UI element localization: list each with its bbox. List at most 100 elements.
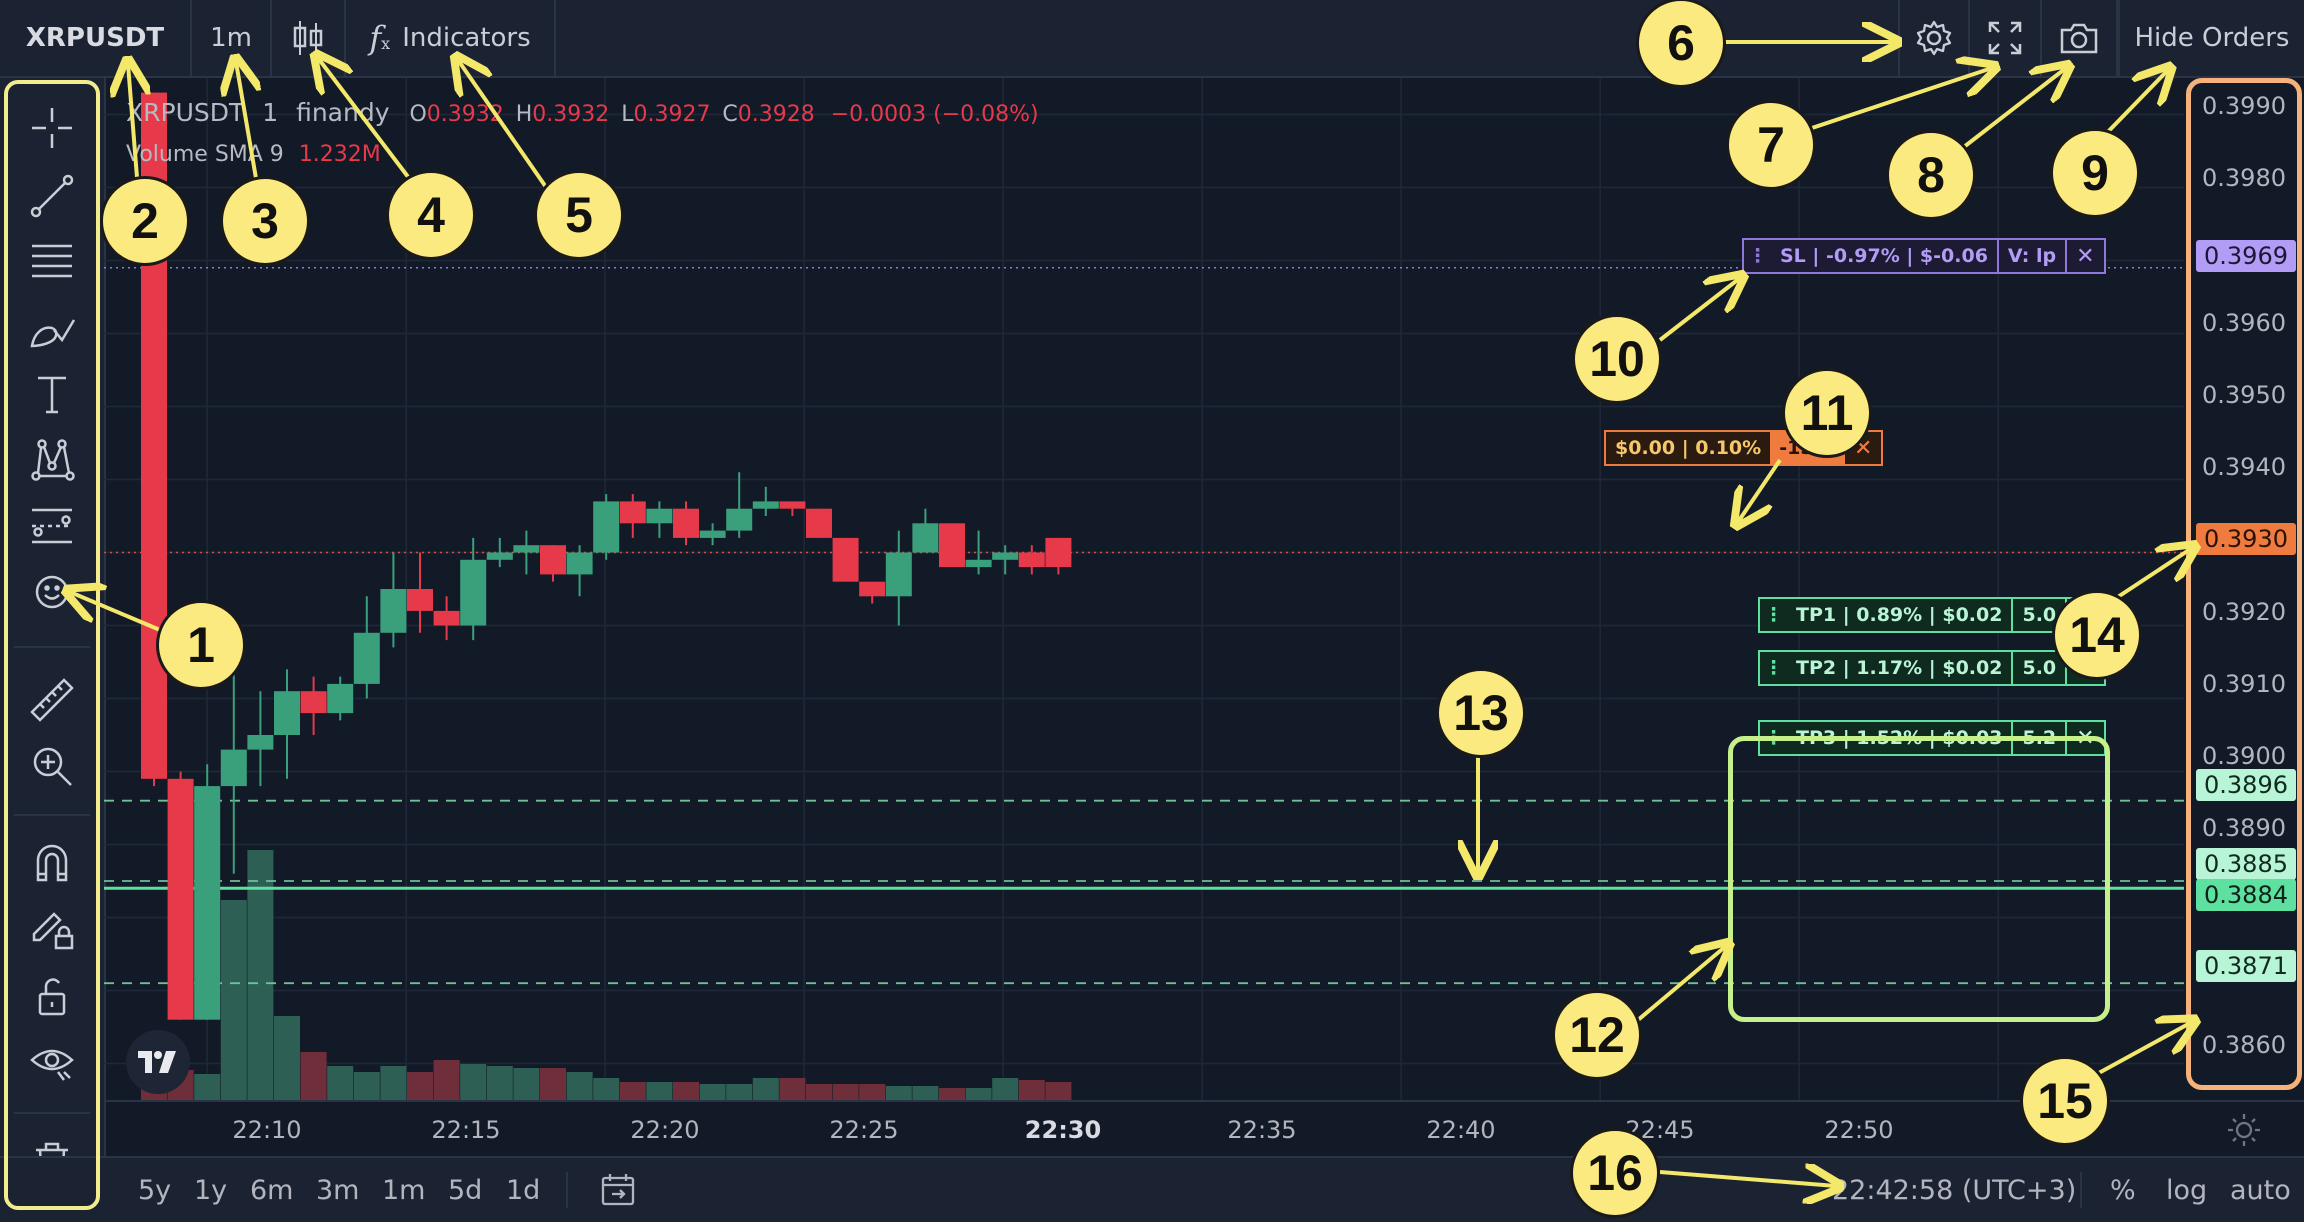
candle-body: [513, 545, 540, 553]
log-toggle[interactable]: log: [2166, 1174, 2208, 1206]
pattern-icon: [31, 439, 75, 481]
fullscreen-button[interactable]: [1970, 0, 2042, 76]
range-1y[interactable]: 1y: [194, 1174, 228, 1206]
price-label: 0.3900: [2202, 742, 2286, 770]
candle-body: [779, 501, 806, 509]
legend-l-label: L: [621, 102, 634, 127]
range-6m[interactable]: 6m: [250, 1174, 294, 1206]
volume-bar: [752, 1078, 779, 1100]
callout-12: 12: [1552, 990, 1642, 1080]
range-5y[interactable]: 5y: [138, 1174, 172, 1206]
volume-bar: [300, 1052, 327, 1100]
tp1-order-qty[interactable]: 5.0: [2011, 599, 2065, 631]
volume-bar: [460, 1064, 487, 1100]
volume-bar: [1018, 1080, 1045, 1100]
time-label: 22:20: [630, 1116, 700, 1144]
interval-button[interactable]: 1m: [192, 0, 272, 76]
lock-drawing-tool[interactable]: [22, 900, 82, 956]
price-axis[interactable]: 0.3990 0.3980 0.3960 0.3950 0.3940 0.392…: [2188, 78, 2304, 1100]
pattern-tool[interactable]: [22, 432, 82, 488]
axis-settings-button[interactable]: [2224, 1110, 2264, 1150]
range-1m[interactable]: 1m: [382, 1174, 426, 1206]
candle-body: [752, 501, 779, 509]
legend-o-label: O: [409, 102, 427, 127]
bottom-divider: [566, 1172, 568, 1208]
horizontal-lines-tool[interactable]: [22, 232, 82, 288]
range-3m[interactable]: 3m: [316, 1174, 360, 1206]
forecast-tool[interactable]: [22, 498, 82, 554]
volume-bar: [566, 1072, 593, 1100]
candle-body: [247, 735, 274, 750]
candle-body: [965, 559, 992, 568]
magnet-tool[interactable]: [22, 834, 82, 890]
crosshair-tool[interactable]: [22, 100, 82, 156]
sl-close-icon[interactable]: ✕: [2065, 240, 2103, 272]
tradingview-logo[interactable]: [126, 1030, 190, 1094]
callout-11: 11: [1782, 368, 1872, 458]
candle-body: [939, 523, 965, 568]
hide-drawings-tool[interactable]: [22, 1034, 82, 1090]
tp2-order-qty[interactable]: 5.0: [2011, 652, 2065, 684]
sl-order-label[interactable]: ⋮ SL | -0.97% | $-0.06 V: lp ✕: [1742, 238, 2106, 274]
zoom-tool[interactable]: [22, 738, 82, 794]
range-1d[interactable]: 1d: [506, 1174, 541, 1206]
hide-orders-button[interactable]: Hide Orders: [2118, 0, 2304, 76]
volume-bar: [353, 1072, 380, 1100]
candle-body: [433, 610, 460, 626]
bottom-divider: [2080, 1172, 2082, 1208]
chart-type-button[interactable]: [272, 0, 346, 76]
text-icon: [38, 376, 66, 414]
callout-9: 9: [2050, 128, 2140, 218]
candle-body: [885, 552, 912, 597]
tp2-order-text: TP2 | 1.17% | $0.02: [1796, 657, 2003, 679]
candle-body: [300, 691, 327, 714]
volume-label: Volume SMA 9: [126, 142, 284, 167]
callout-6: 6: [1636, 0, 1726, 88]
lock-all-tool[interactable]: [22, 968, 82, 1024]
indicators-button[interactable]: fx Indicators: [346, 0, 556, 76]
ruler-icon: [30, 678, 74, 722]
sl-order-text: SL | -0.97% | $-0.06: [1780, 245, 1988, 267]
callout-15: 15: [2020, 1056, 2110, 1146]
volume-bar: [433, 1060, 460, 1100]
zoom-in-icon: [33, 747, 72, 786]
price-label: 0.3980: [2202, 164, 2286, 192]
percent-toggle[interactable]: %: [2110, 1174, 2136, 1206]
drag-handle-icon[interactable]: ⋮: [1748, 245, 1767, 267]
symbol-search-button[interactable]: XRPUSDT: [0, 0, 192, 76]
screenshot-button[interactable]: [2042, 0, 2118, 76]
candle-body: [646, 508, 673, 524]
range-5d[interactable]: 5d: [448, 1174, 483, 1206]
measure-tool[interactable]: [22, 672, 82, 728]
candlestick-icon: [293, 21, 323, 55]
volume-bar: [619, 1082, 646, 1100]
candle-body: [699, 530, 726, 538]
brush-icon: [30, 319, 76, 348]
trend-line-tool[interactable]: [22, 168, 82, 224]
sl-order-tag[interactable]: V: lp: [1996, 240, 2065, 272]
clock-display[interactable]: 22:42:58 (UTC+3): [1832, 1174, 2077, 1206]
volume-bar: [407, 1072, 433, 1100]
legend-h-label: H: [515, 102, 533, 127]
time-label: 22:40: [1426, 1116, 1496, 1144]
drawing-toolbar: [0, 78, 106, 1220]
volume-bar: [486, 1066, 513, 1100]
legend-interval: 1: [262, 98, 279, 127]
brush-tool[interactable]: [22, 300, 82, 356]
settings-button[interactable]: [1898, 0, 1970, 76]
tp2-order-label[interactable]: ⋮ TP2 | 1.17% | $0.02 5.0 ✕: [1758, 650, 2106, 686]
go-to-date-button[interactable]: [600, 1158, 636, 1222]
volume-bar: [779, 1078, 806, 1100]
text-tool[interactable]: [22, 366, 82, 422]
volume-bar: [806, 1084, 832, 1100]
drag-handle-icon[interactable]: ⋮: [1764, 604, 1783, 626]
drag-handle-icon[interactable]: ⋮: [1764, 657, 1783, 679]
time-axis[interactable]: 22:10 22:15 22:20 22:25 22:30 22:35 22:4…: [104, 1100, 2304, 1158]
callout-4: 4: [386, 170, 476, 260]
legend-low: 0.3927: [633, 102, 711, 127]
callout-2: 2: [100, 176, 190, 266]
auto-toggle[interactable]: auto: [2230, 1174, 2291, 1206]
tp1-order-label[interactable]: ⋮ TP1 | 0.89% | $0.02 5.0 ✕: [1758, 597, 2106, 633]
tradingview-logo-icon: [138, 1051, 176, 1073]
volume-bar: [859, 1084, 886, 1100]
